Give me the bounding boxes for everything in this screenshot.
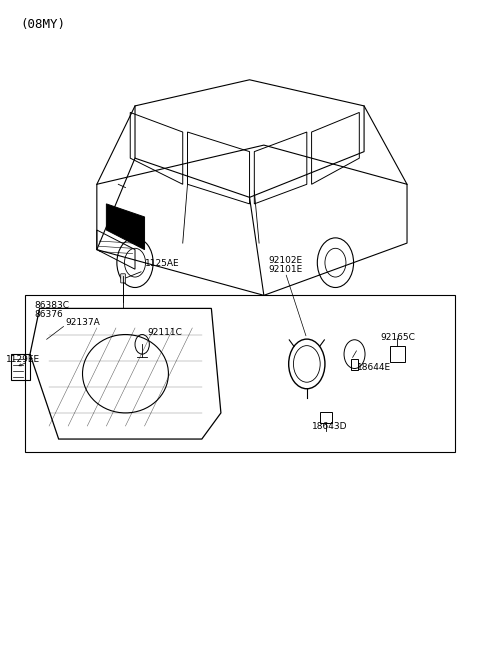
- Text: 92111C: 92111C: [147, 327, 182, 337]
- Text: 92137A: 92137A: [66, 318, 101, 327]
- Text: 1125AE: 1125AE: [126, 259, 179, 278]
- FancyBboxPatch shape: [120, 274, 125, 283]
- Text: 92165C: 92165C: [381, 333, 416, 342]
- Bar: [25, 295, 455, 452]
- Text: 86383C: 86383C: [35, 301, 70, 310]
- Text: (08MY): (08MY): [21, 18, 65, 31]
- Text: 92102E: 92102E: [269, 256, 303, 264]
- Bar: [351, 359, 359, 371]
- Text: 92101E: 92101E: [269, 266, 303, 274]
- Polygon shape: [107, 204, 144, 250]
- Text: 18644E: 18644E: [357, 363, 391, 373]
- Text: 18643D: 18643D: [312, 422, 347, 431]
- Bar: [320, 411, 332, 423]
- Text: 1129EE: 1129EE: [6, 355, 40, 364]
- Text: 86376: 86376: [35, 310, 63, 319]
- Bar: [390, 346, 405, 362]
